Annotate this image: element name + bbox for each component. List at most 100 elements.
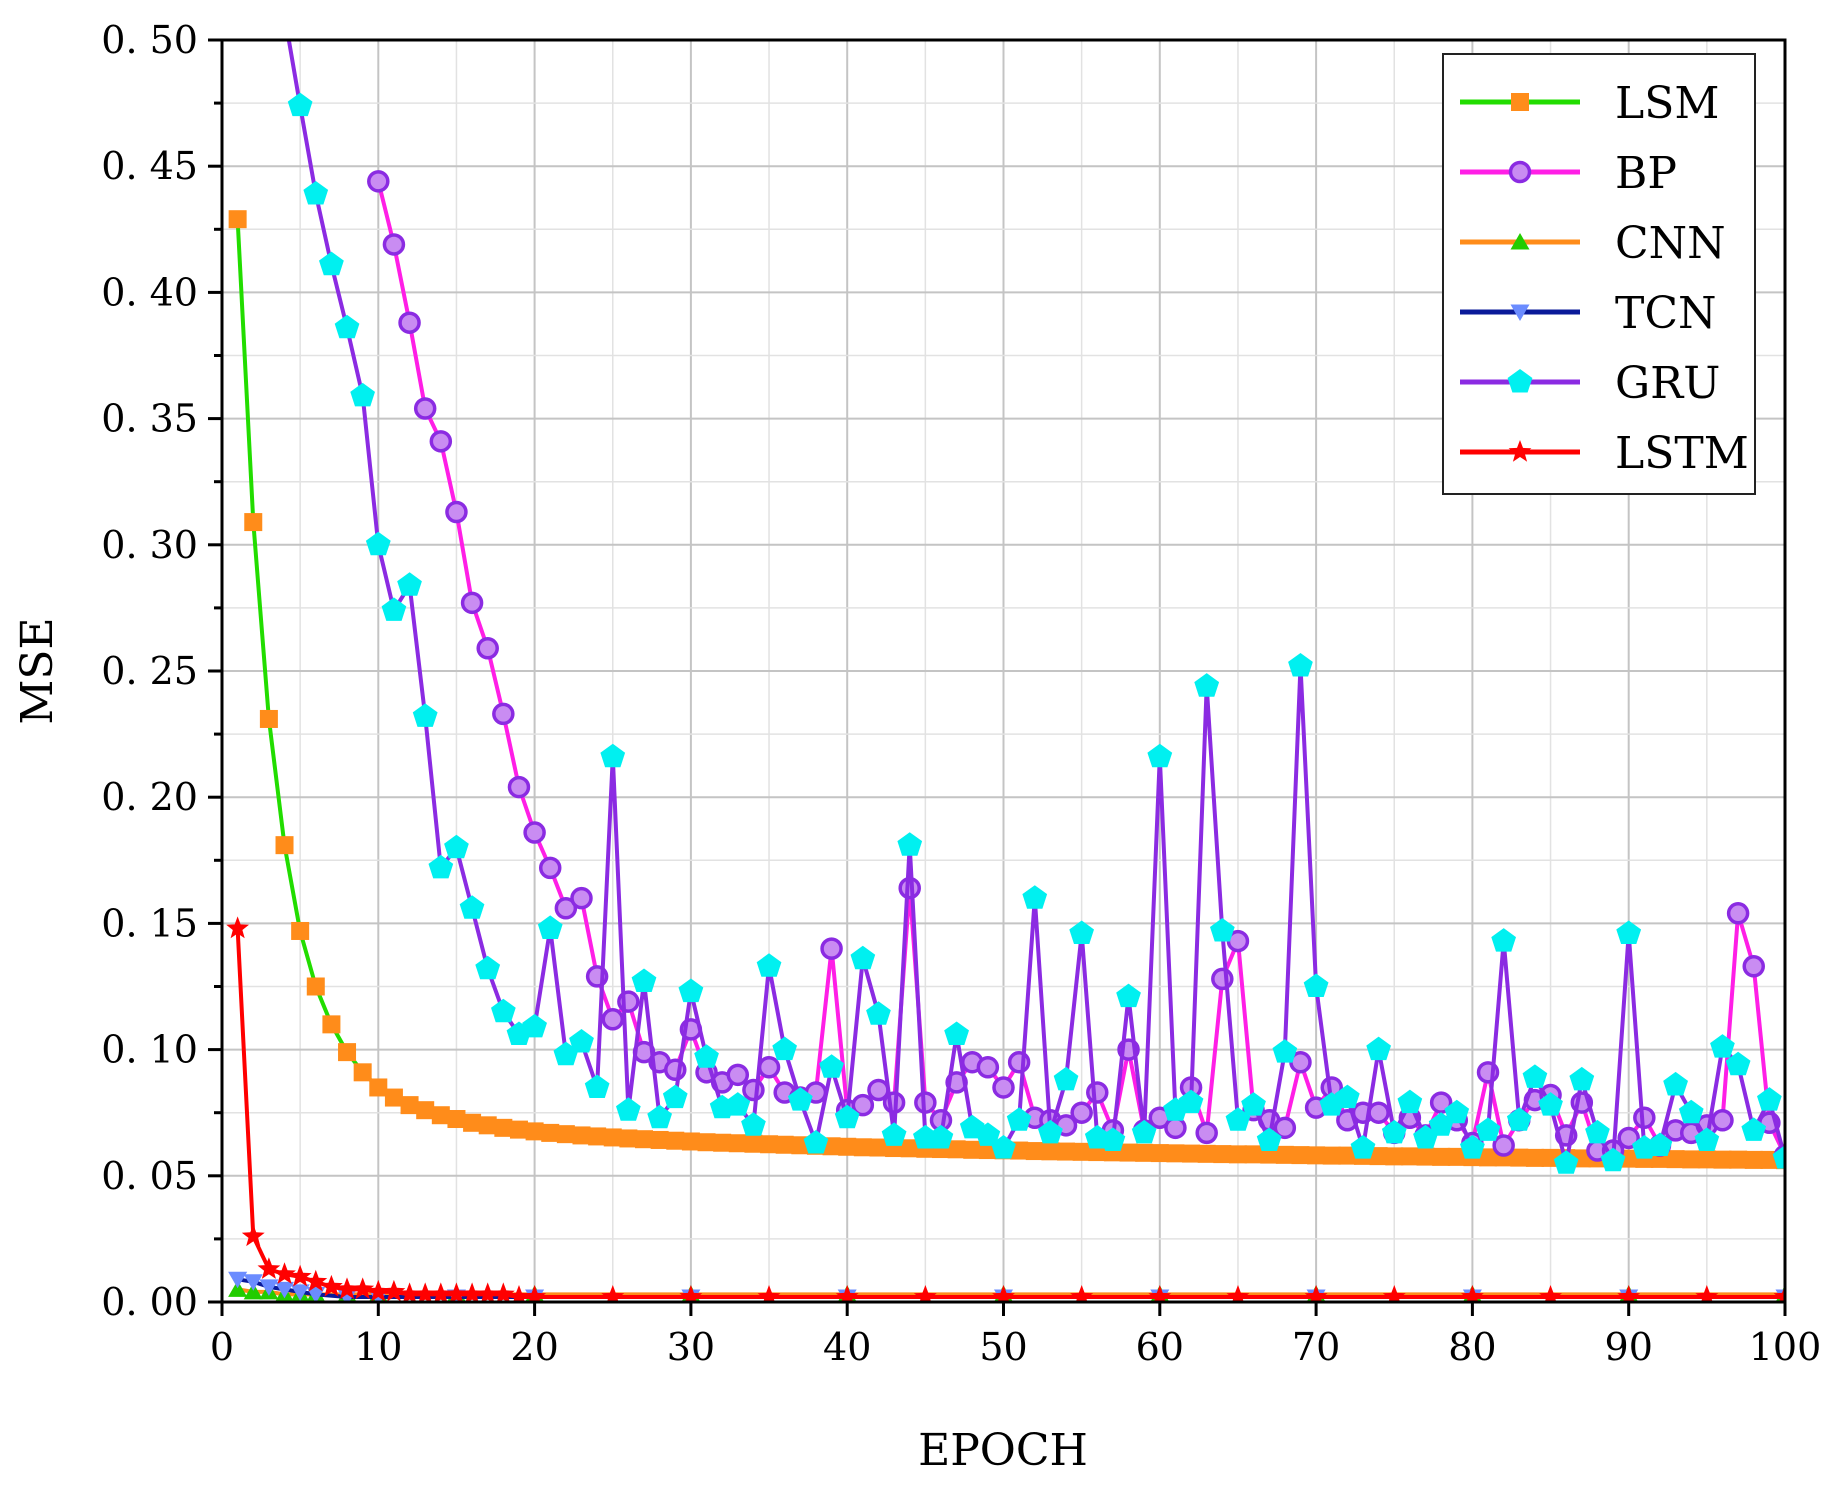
data-point-gru [1725,1051,1751,1076]
data-point-bp [1164,1116,1187,1140]
data-point-bp [1086,1081,1109,1104]
data-point-gru [303,181,329,205]
y-tick-label: 0. 00 [101,1280,198,1324]
data-point-lstm [523,1285,546,1302]
data-point-bp [413,397,437,420]
data-point-bp [398,311,421,334]
data-point-gru [444,834,469,859]
data-point-tcn [259,1279,279,1296]
data-point-lsm [588,1127,607,1146]
data-point-lsm [525,1122,544,1141]
data-point-gru [553,1041,579,1066]
data-point-bp [757,1056,781,1079]
data-point-lsm [509,1120,528,1139]
ticks: 0 10 20 30 40 50 60 70 80 90 100 0. 00 0. 05 0. 10 0. … [101,18,1821,1369]
data-point-gru [1147,743,1173,768]
data-point-gru [1256,1127,1282,1151]
data-point-gru [1100,1127,1126,1151]
data-point-lsm [228,210,247,229]
data-point-lsm [650,1130,669,1149]
data-point-gru [1663,1071,1688,1096]
data-point-lsm [447,1110,466,1129]
data-point-lsm [1682,1150,1701,1169]
data-point-gru [1585,1119,1610,1144]
data-point-lsm [1432,1147,1451,1166]
data-point-lsm [1307,1146,1326,1165]
data-point-lsm [1119,1143,1138,1162]
x-tick-label: 60 [1136,1325,1184,1369]
data-point-lstm [1382,1285,1406,1302]
data-point-lsm [416,1101,435,1120]
data-point-lsm [369,1078,388,1097]
data-point-gru [1616,920,1642,944]
data-point-lstm [679,1285,703,1302]
data-point-tcn [228,1271,248,1289]
data-point-gru [866,1001,891,1025]
data-point-gru [1006,1107,1032,1131]
legend-swatch-marker [1508,440,1532,462]
data-point-lsm [1400,1147,1419,1166]
data-point-gru [772,1036,797,1061]
y-tick-label: 0. 40 [101,270,198,314]
legend: LSM BP CNN TCN GRU LSTM [1442,53,1756,495]
data-point-lsm [384,1088,403,1107]
legend-label: BP [1615,148,1677,199]
data-point-gru [1475,1117,1501,1141]
y-tick-label: 0. 15 [101,901,198,945]
legend-item-lsm: LSM [1460,78,1719,129]
data-point-lsm [1057,1142,1076,1161]
data-point-gru [1741,1117,1767,1141]
data-point-gru [1053,1066,1079,1091]
data-point-lstm [757,1285,781,1302]
data-point-lstm [1070,1285,1094,1302]
data-point-lsm [760,1135,779,1154]
data-point-lsm [947,1140,966,1159]
data-point-gru [787,1087,813,1111]
x-tick-label: 20 [510,1325,558,1369]
data-point-bp [538,856,562,880]
data-point-bp [992,1076,1015,1099]
data-point-lstm [491,1282,515,1302]
data-point-gru [1131,1119,1157,1144]
data-point-lstm [1539,1285,1562,1302]
data-point-lsm [400,1096,419,1115]
data-point-bp [742,1078,765,1102]
data-point-gru [1225,1107,1251,1131]
x-axis-title: EPOCH [918,1425,1088,1476]
data-point-lstm [507,1285,531,1302]
data-point-lsm [306,977,325,996]
data-point-gru [365,531,391,556]
data-point-cnn [243,1282,263,1300]
data-point-lsm [1322,1146,1341,1165]
data-point-lstm [320,1274,343,1297]
data-point-gru [1757,1087,1782,1111]
data-point-bp [554,897,578,920]
legend-item-cnn: CNN [1460,218,1726,269]
data-point-gru [1569,1066,1595,1091]
x-tick-label: 0 [210,1325,234,1369]
y-tick-label: 0. 25 [101,649,198,693]
data-point-bp [1742,955,1765,978]
data-point-gru [975,1122,1001,1146]
data-point-gru [287,92,313,117]
data-point-bp [1726,902,1750,925]
data-point-gru [897,832,923,856]
y-tick-label: 0. 10 [101,1028,198,1072]
data-point-lsm [1291,1146,1310,1165]
x-tick-label: 70 [1292,1325,1340,1369]
data-point-gru [1538,1092,1563,1116]
data-point-gru [678,978,704,1003]
data-point-gru [944,1021,969,1045]
data-point-lstm [1773,1285,1785,1302]
data-point-lsm [1697,1150,1716,1169]
data-point-lsm [853,1138,872,1157]
data-point-lsm [322,1015,341,1034]
data-point-gru [428,854,454,879]
data-point-gru [1428,1112,1454,1136]
data-point-bp [429,430,453,453]
data-point-lstm [288,1264,312,1287]
data-point-lsm [478,1116,497,1135]
data-point-lsm [1619,1149,1638,1168]
legend-box [1442,53,1756,495]
y-tick-label: 0. 50 [101,18,198,62]
